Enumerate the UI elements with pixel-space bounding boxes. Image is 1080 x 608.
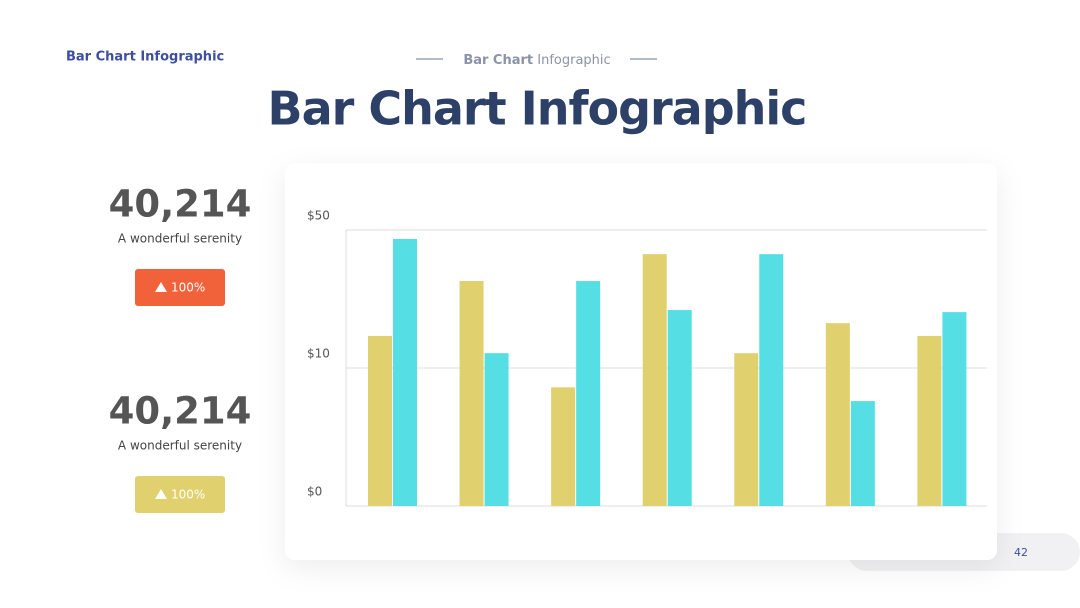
bar [850, 401, 875, 506]
badge [135, 476, 225, 513]
badge [135, 269, 225, 306]
page-number: 42 [1014, 546, 1028, 559]
bar [576, 281, 601, 506]
header-label: Bar Chart Infographic [66, 50, 224, 65]
y-tick-label: $0 [307, 485, 322, 499]
stat-caption: A wonderful serenity [118, 439, 242, 453]
subtitle-bold: Bar Chart [463, 53, 533, 68]
bar [942, 312, 967, 506]
bar [759, 254, 784, 506]
bar [642, 254, 667, 506]
stat-value: 40,214 [109, 183, 252, 226]
stats: 40,214 A wonderful serenity 100% 40,214 A wo… [109, 183, 252, 513]
chart: $0 $10 $50 [307, 209, 987, 507]
y-tick-label: $50 [307, 209, 330, 223]
subtitle: Bar Chart Infographic [463, 53, 610, 68]
bar [734, 353, 759, 506]
bar [551, 387, 576, 506]
bar [917, 335, 942, 506]
bar [484, 353, 509, 506]
bar [368, 335, 392, 506]
bar [459, 281, 484, 506]
badge-icon [155, 282, 167, 292]
subtitle-rest: Infographic [537, 53, 610, 68]
bar [667, 310, 692, 506]
stat-caption: A wonderful serenity [118, 232, 242, 246]
y-tick-label: $10 [307, 347, 330, 361]
title: Bar Chart Infographic [268, 82, 807, 136]
bar [393, 238, 417, 506]
badge-text: 100% [171, 281, 205, 295]
badge-icon [155, 489, 167, 499]
badge-text: 100% [171, 488, 205, 502]
stat-value: 40,214 [109, 390, 252, 433]
bar [825, 323, 850, 506]
